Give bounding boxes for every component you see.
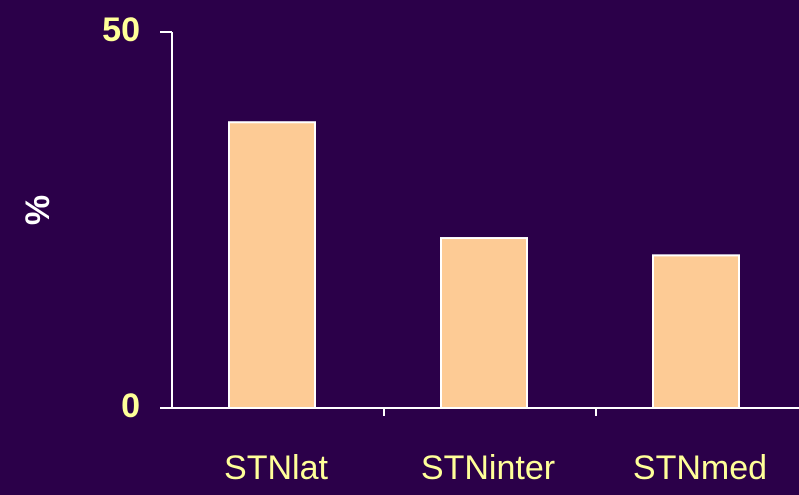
y-tick-label: 0 <box>121 387 140 425</box>
x-tick-label: STNinter <box>421 449 555 487</box>
y-tick-label: 50 <box>102 11 140 49</box>
x-tick-label: STNmed <box>633 449 767 487</box>
bar <box>440 237 528 409</box>
bar <box>228 121 316 410</box>
bar <box>652 254 740 409</box>
y-axis-label: % <box>19 195 57 225</box>
x-tick-label: STNlat <box>224 449 328 487</box>
